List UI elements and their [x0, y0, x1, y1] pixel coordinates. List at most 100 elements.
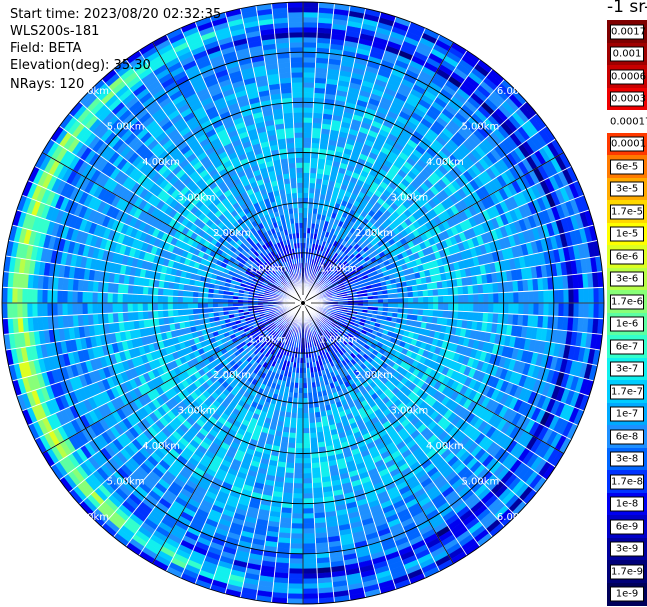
range-gate-cell	[302, 538, 316, 545]
range-gate-cell	[593, 287, 600, 304]
range-gate-cell	[598, 287, 604, 304]
range-gate-cell	[287, 583, 304, 590]
range-gate-cell	[468, 302, 474, 313]
range-gate-cell	[438, 302, 444, 311]
range-gate-cell	[290, 523, 304, 529]
range-gate-cell	[473, 293, 479, 304]
range-gate-cell	[427, 289, 434, 297]
range-gate-cell	[312, 117, 323, 124]
range-gate-cell	[302, 583, 319, 590]
range-gate-cell	[309, 427, 317, 434]
range-gate-cell	[302, 423, 310, 429]
range-gate-cell	[302, 598, 319, 604]
range-gate-cell	[302, 438, 311, 444]
range-gate-cell	[302, 2, 319, 8]
range-gate-cell	[302, 102, 314, 108]
range-gate-cell	[287, 593, 304, 600]
range-gate-cell	[528, 290, 534, 304]
range-gate-cell	[568, 288, 575, 304]
range-gate-cell	[437, 288, 444, 297]
range-gate-cell	[482, 312, 489, 323]
range-gate-cell	[533, 290, 539, 304]
range-gate-cell	[548, 302, 555, 317]
range-gate-cell	[302, 458, 312, 464]
range-gate-cell	[302, 182, 310, 188]
range-gate-cell	[553, 289, 560, 304]
range-gate-cell	[302, 397, 309, 404]
range-gate-cell	[302, 553, 317, 560]
range-gate-cell	[302, 26, 318, 33]
range-gate-cell	[402, 297, 409, 304]
range-gate-cell	[302, 387, 308, 394]
range-gate-cell	[302, 418, 310, 424]
range-gate-cell	[302, 518, 315, 524]
range-gate-cell	[413, 302, 419, 310]
range-gate-cell	[467, 284, 474, 295]
range-gate-cell	[302, 402, 309, 409]
range-gate-cell	[302, 167, 311, 173]
range-gate-cell	[291, 518, 304, 524]
range-gate-cell	[432, 309, 439, 318]
range-gate-cell	[302, 478, 313, 484]
range-gate-cell	[493, 292, 499, 304]
range-gate-cell	[438, 295, 444, 304]
range-gate-cell	[302, 443, 311, 449]
range-gate-cell	[295, 443, 304, 449]
range-gate-cell	[290, 538, 304, 545]
range-gate-cell	[302, 498, 314, 504]
range-gate-cell	[538, 290, 545, 304]
range-gate-cell	[302, 77, 316, 83]
range-gate-cell	[302, 548, 317, 555]
range-gate-cell	[457, 310, 464, 321]
range-gate-cell	[302, 72, 316, 78]
range-gate-cell	[302, 473, 313, 479]
range-gate-cell	[302, 408, 309, 414]
range-gate-cell	[302, 433, 311, 439]
range-gate-cell	[302, 61, 316, 68]
range-gate-cell	[498, 292, 504, 304]
range-gate-cell	[422, 289, 429, 297]
range-gate-cell	[478, 293, 484, 304]
range-gate-cell	[302, 36, 318, 43]
range-gate-cell	[302, 523, 316, 529]
range-gate-cell	[467, 311, 474, 322]
range-gate-cell	[462, 311, 469, 321]
range-gate-cell	[477, 283, 484, 295]
range-gate-cell	[311, 462, 321, 469]
range-gate-cell	[285, 457, 296, 464]
range-gate-cell	[432, 288, 439, 297]
range-gate-cell	[503, 302, 509, 314]
range-gate-cell	[407, 308, 414, 315]
range-gate-cell	[311, 467, 322, 474]
range-gate-cell	[308, 187, 316, 194]
range-gate-cell	[433, 295, 439, 304]
range-gate-cell	[412, 290, 419, 298]
range-gate-cell	[285, 462, 295, 469]
range-gate-cell	[302, 528, 316, 534]
range-gate-cell	[417, 308, 424, 316]
range-gate-cell	[302, 573, 318, 580]
range-gate-cell	[412, 308, 419, 316]
range-gate-cell	[442, 310, 449, 319]
range-gate-cell	[482, 283, 489, 294]
range-gate-cell	[287, 588, 304, 595]
range-gate-cell	[498, 302, 504, 314]
range-gate-cell	[292, 493, 304, 499]
range-gate-cell	[543, 289, 550, 304]
range-gate-cell	[508, 302, 514, 315]
range-gate-cell	[312, 487, 324, 494]
range-gate-cell	[488, 292, 494, 304]
range-gate-cell	[289, 427, 297, 434]
range-gate-cell	[483, 302, 489, 313]
range-gate-cell	[289, 548, 304, 555]
range-gate-cell	[289, 543, 304, 550]
range-gate-cell	[443, 295, 449, 304]
range-gate-cell	[302, 87, 315, 93]
range-gate-cell	[302, 578, 318, 585]
range-gate-cell	[463, 294, 469, 304]
range-gate-cell	[302, 448, 312, 454]
range-gate-cell	[291, 508, 304, 514]
range-gate-cell	[462, 285, 469, 295]
range-gate-cell	[296, 418, 304, 424]
